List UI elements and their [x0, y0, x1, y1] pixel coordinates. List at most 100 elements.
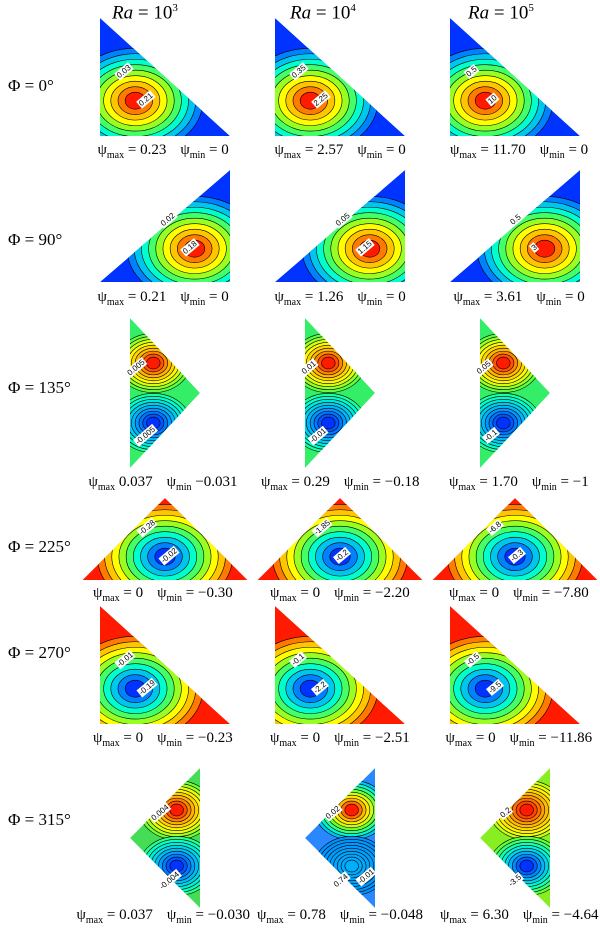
psi-max-subscript: max: [102, 593, 120, 604]
psi-min-subscript: min: [189, 150, 206, 161]
psi-symbol: ψ: [270, 730, 280, 746]
psi-symbol: ψ: [453, 289, 463, 305]
psi-min-subscript: min: [518, 738, 535, 749]
psi-min-subscript: min: [166, 738, 183, 749]
psi-symbol: ψ: [257, 907, 267, 923]
column-header-var: Ra: [290, 2, 312, 24]
psi-min-subscript: min: [343, 593, 360, 604]
contour-plot-r5-c1: [100, 606, 230, 724]
contour-plot-r3-c3: [480, 318, 550, 468]
psi-max-subscript: max: [106, 297, 125, 308]
psi-max-value: = 0: [119, 730, 144, 746]
psi-caption-r1-c2: ψmax = 2.57 ψmin = 0: [275, 142, 406, 161]
psi-max-value: = 0: [296, 730, 321, 746]
psi-symbol: ψ: [522, 907, 533, 923]
psi-max-subscript: max: [462, 297, 481, 308]
psi-symbol: ψ: [449, 585, 459, 601]
psi-min-value: = −2.51: [359, 730, 410, 746]
psi-min-value: = −0.030: [191, 907, 250, 923]
contour-isoline: [496, 356, 511, 370]
contour-plot-r2-c3: [450, 170, 580, 282]
contour-plot-r1-c1: [100, 18, 230, 136]
column-header-eq: = 10: [311, 2, 351, 24]
psi-symbol: ψ: [449, 474, 459, 490]
psi-caption-r4-c1: ψmax = 0 ψmin = −0.30: [93, 585, 233, 604]
psi-max-value: = 11.70: [476, 142, 526, 158]
psi-caption-r5-c1: ψmax = 0 ψmin = −0.23: [93, 730, 233, 749]
psi-min-value: = −1: [556, 474, 589, 490]
contour-isoline: [321, 416, 336, 430]
contour-isoline: [146, 356, 161, 370]
psi-max-subscript: max: [279, 738, 297, 749]
psi-max-value: = 6.30: [466, 907, 509, 923]
psi-max-subscript: max: [279, 593, 297, 604]
psi-symbol: ψ: [450, 142, 460, 158]
psi-symbol: ψ: [343, 474, 354, 490]
contour-isoline: [519, 803, 534, 817]
psi-max-value: = 0.23: [124, 142, 167, 158]
psi-caption-r3-c3: ψmax = 1.70 ψmin = −1: [449, 474, 589, 493]
psi-symbol: ψ: [531, 474, 542, 490]
psi-max-value: = 3.61: [480, 289, 523, 305]
psi-caption-r1-c1: ψmax = 0.23 ψmin = 0: [98, 142, 229, 161]
psi-symbol: ψ: [93, 730, 103, 746]
psi-min-subscript: min: [532, 915, 548, 926]
psi-max-value: = 1.26: [301, 289, 344, 305]
contour-plot-r2-c2: [275, 170, 405, 282]
column-header-ra-1e4: Ra = 104: [290, 2, 356, 24]
psi-symbol: ψ: [509, 730, 519, 746]
psi-min-value: = 0: [382, 142, 406, 158]
column-header-eq: = 10: [489, 2, 529, 24]
psi-symbol: ψ: [166, 907, 177, 923]
column-header-exp: 3: [172, 2, 178, 14]
psi-min-subscript: min: [176, 482, 192, 493]
psi-symbol: ψ: [270, 585, 280, 601]
psi-min-value: −0.031: [191, 474, 238, 490]
psi-max-subscript: max: [270, 482, 288, 493]
psi-symbol: ψ: [97, 142, 107, 158]
psi-caption-r1-c3: ψmax = 11.70 ψmin = 0: [450, 142, 588, 161]
psi-caption-r2-c2: ψmax = 1.26 ψmin = 0: [275, 289, 406, 308]
psi-max-subscript: max: [266, 915, 284, 926]
contour-plot-r2-c1: [100, 170, 230, 282]
contour-isoline: [496, 416, 511, 430]
psi-symbol: ψ: [97, 289, 107, 305]
column-header-var: Ra: [468, 2, 490, 24]
contour-plot-r5-c3: [450, 606, 580, 724]
row-label-phi-0: Φ = 0°: [8, 76, 54, 95]
psi-symbol: ψ: [334, 730, 344, 746]
column-header-ra-1e3: Ra = 103: [112, 2, 178, 24]
psi-symbol: ψ: [513, 585, 523, 601]
psi-symbol: ψ: [76, 907, 86, 923]
psi-max-value: = 0: [296, 585, 321, 601]
column-header-ra-1e5: Ra = 105: [468, 2, 534, 24]
psi-caption-r4-c2: ψmax = 0 ψmin = −2.20: [270, 585, 410, 604]
psi-symbol: ψ: [357, 142, 367, 158]
psi-symbol: ψ: [539, 142, 550, 158]
psi-symbol: ψ: [536, 289, 546, 305]
psi-caption-r6-c3: ψmax = 6.30 ψmin = −4.64: [440, 907, 598, 926]
psi-min-value: = 0: [205, 289, 229, 305]
psi-symbol: ψ: [339, 907, 350, 923]
psi-max-subscript: max: [85, 915, 104, 926]
psi-max-subscript: max: [97, 482, 116, 493]
psi-symbol: ψ: [157, 585, 167, 601]
psi-max-value: = 2.57: [301, 142, 344, 158]
psi-caption-r2-c3: ψmax = 3.61 ψmin = 0: [454, 289, 585, 308]
psi-symbol: ψ: [357, 289, 367, 305]
contour-plot-r6-c1: [130, 768, 200, 908]
contour-plot-r1-c3: [450, 18, 580, 136]
psi-min-value: = −7.80: [538, 585, 589, 601]
psi-max-value: = 0.21: [124, 289, 167, 305]
psi-min-value: = 0: [564, 142, 589, 158]
psi-min-subscript: min: [189, 297, 206, 308]
contour-plot-r6-c2: [305, 768, 375, 908]
psi-max-subscript: max: [458, 593, 476, 604]
psi-min-value: = 0: [561, 289, 585, 305]
psi-min-subscript: min: [166, 593, 183, 604]
row-label-phi-90: Φ = 90°: [8, 230, 63, 249]
psi-min-subscript: min: [343, 738, 360, 749]
psi-min-value: = −0.30: [182, 585, 233, 601]
psi-max-subscript: max: [102, 738, 120, 749]
